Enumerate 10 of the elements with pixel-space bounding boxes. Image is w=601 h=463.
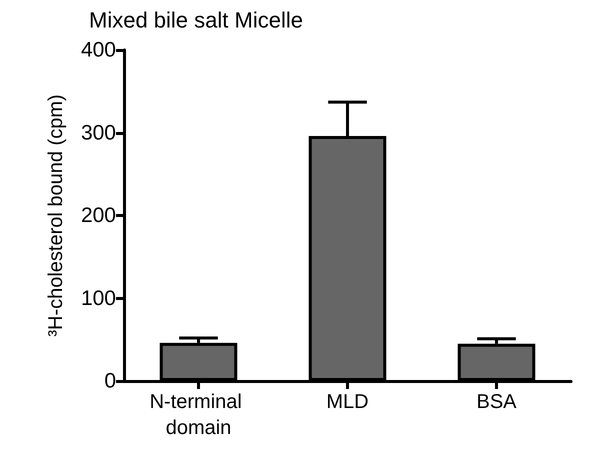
y-tick-label: 300 <box>80 121 116 144</box>
x-tick-label: N-terminal domain <box>150 391 248 439</box>
x-tick-label: BSA <box>476 391 518 413</box>
x-tick-label: MLD <box>326 391 369 413</box>
y-tick-label: 200 <box>80 204 116 227</box>
y-tick-label: 100 <box>80 286 116 310</box>
y-tick-label: 400 <box>80 38 116 62</box>
chart-title: Mixed bile salt Micelle <box>89 8 303 32</box>
y-tick-label: 0 <box>104 370 116 392</box>
y-axis-title: ³H-cholesterol bound (cpm) <box>45 94 67 337</box>
